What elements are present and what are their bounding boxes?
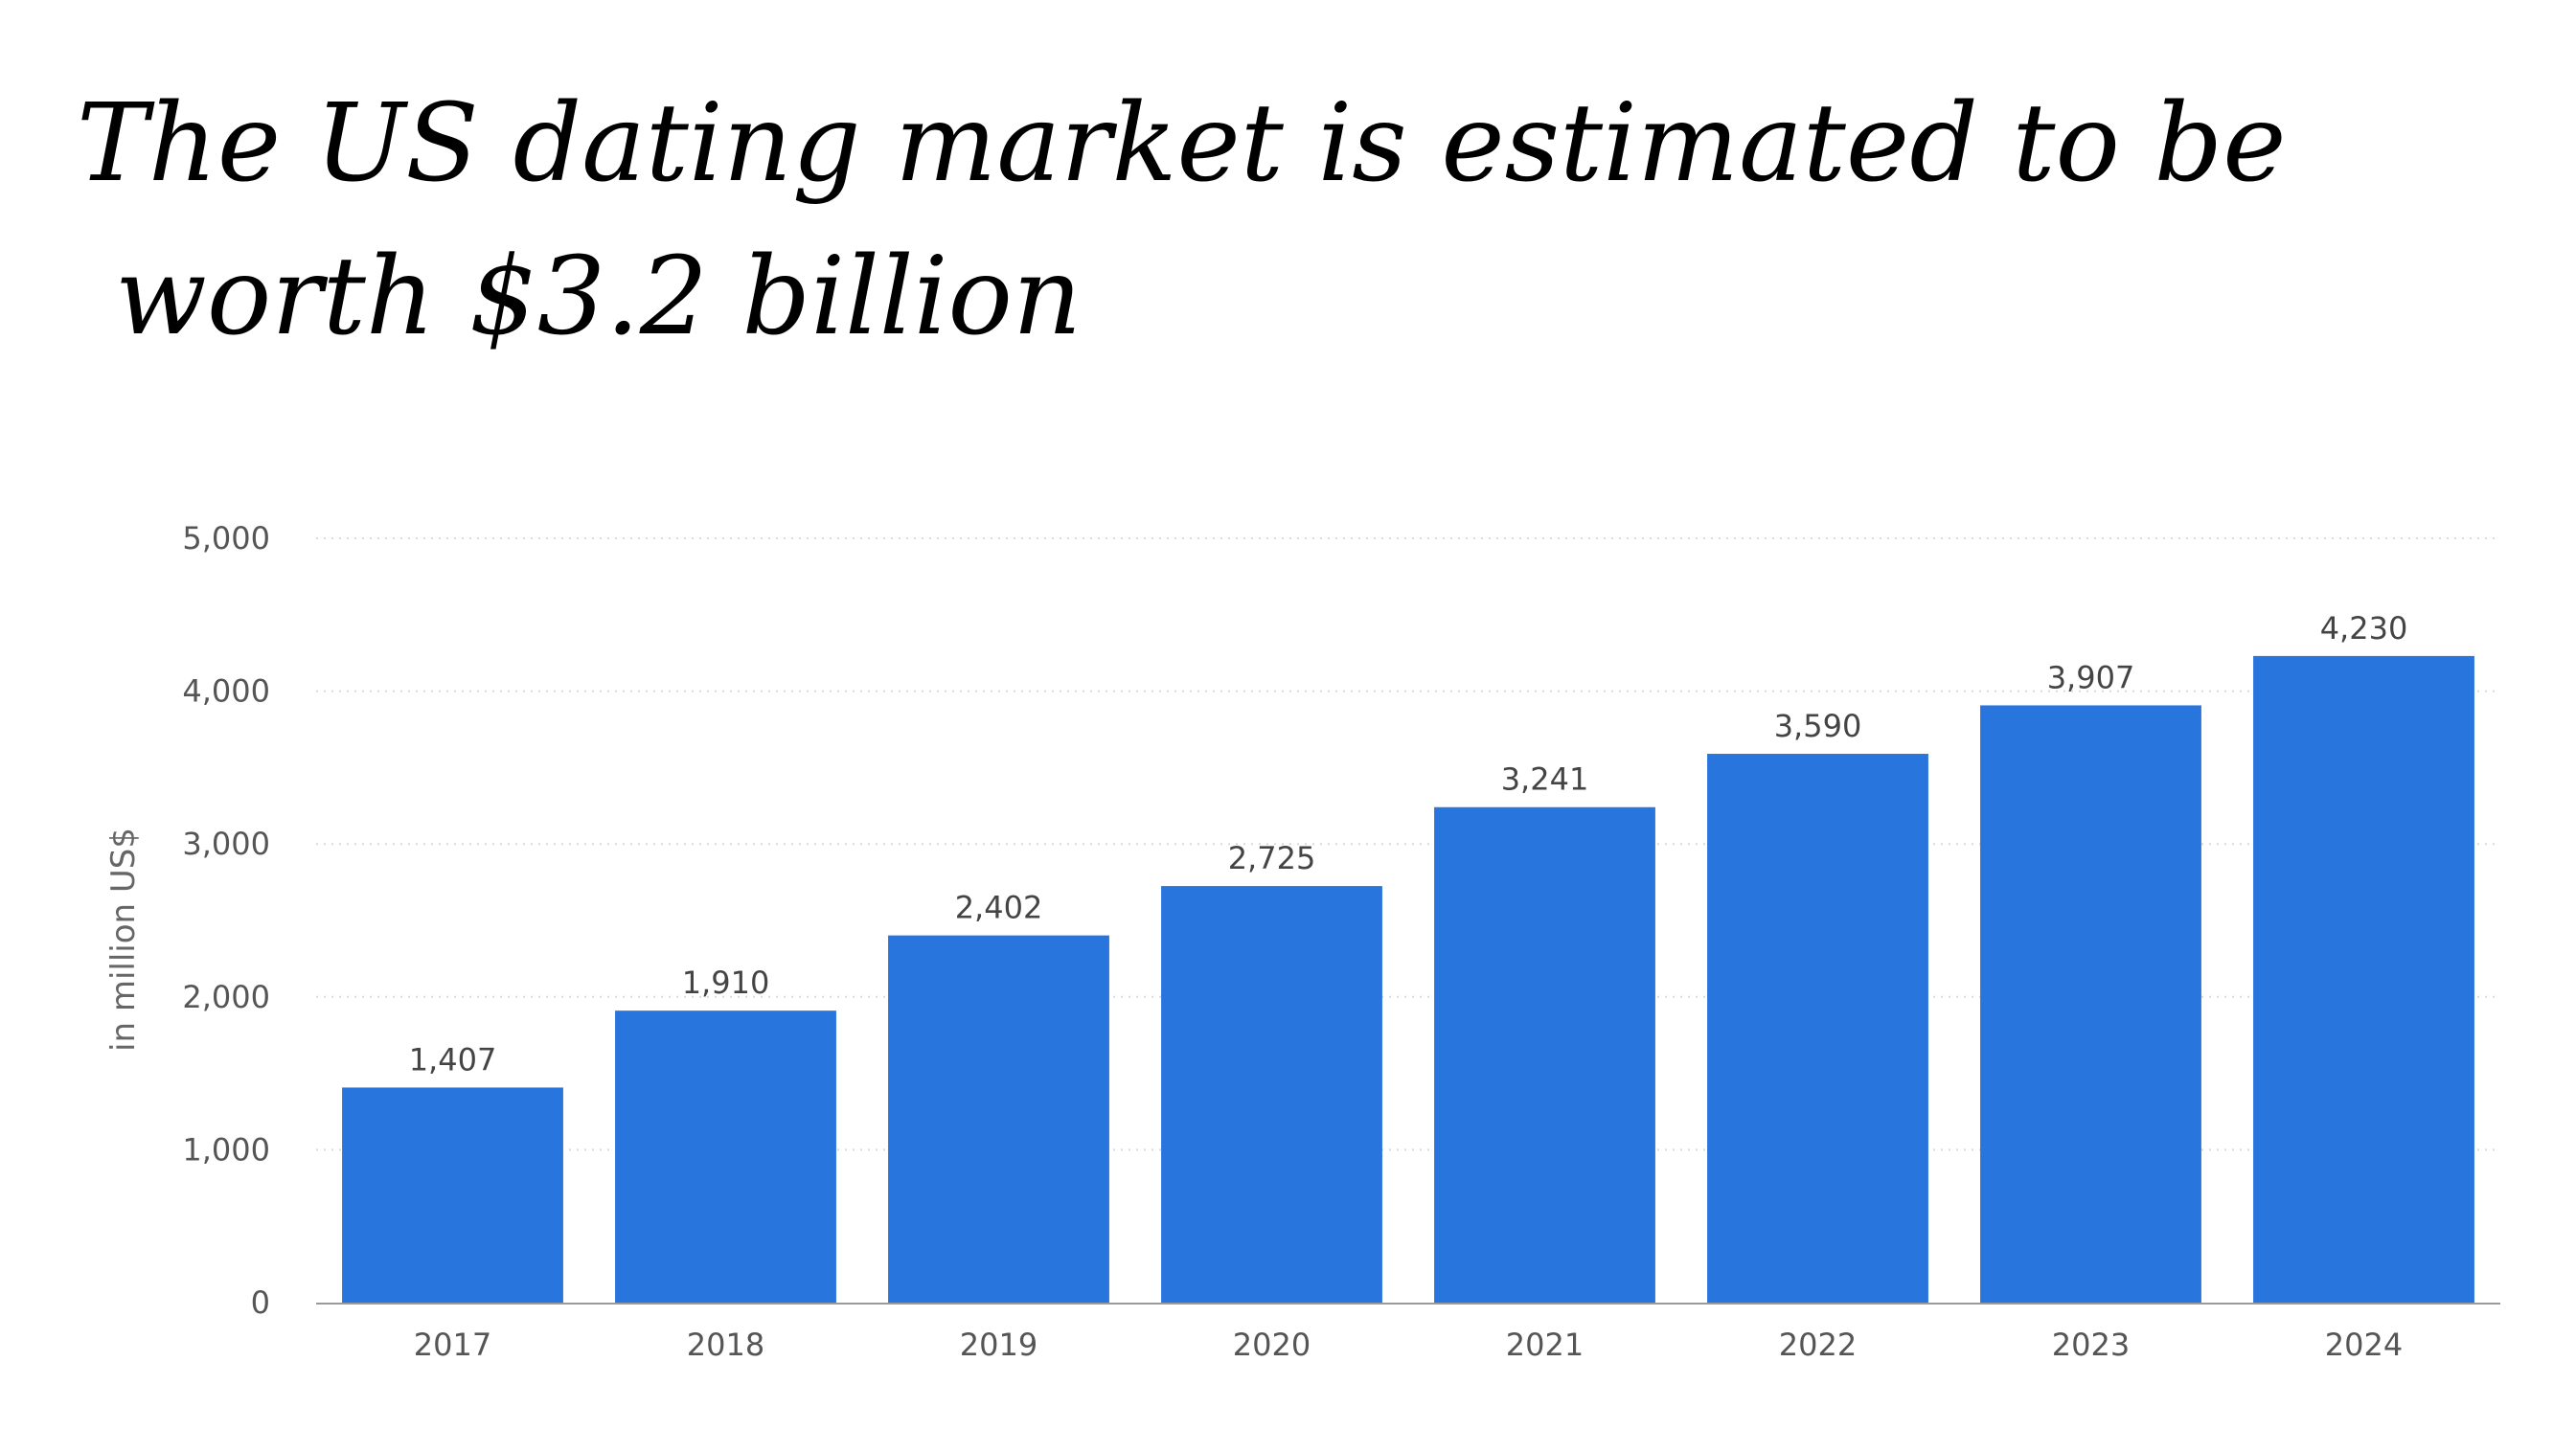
x-tick-label: 2018 xyxy=(687,1327,764,1363)
x-tick-label: 2024 xyxy=(2325,1327,2403,1363)
headline-line-1: The US dating market is estimated to be xyxy=(77,81,2287,206)
y-tick-label: 5,000 xyxy=(182,520,270,556)
bar-2024 xyxy=(2253,655,2474,1303)
data-label: 4,230 xyxy=(2320,610,2408,647)
headline-line-2: worth $3.2 billion xyxy=(115,235,1083,359)
headline: The US dating market is estimated to be … xyxy=(77,67,2287,374)
x-tick-label: 2020 xyxy=(1233,1327,1311,1363)
y-axis-ticks: 0 1,000 2,000 3,000 4,000 5,000 xyxy=(182,520,270,1321)
data-label: 2,725 xyxy=(1228,840,1316,876)
y-tick-label: 1,000 xyxy=(182,1131,270,1168)
bars: 1,407 1,910 2,402 2,725 3,241 3,590 3,907 4,230 xyxy=(342,610,2474,1303)
bar-2017 xyxy=(342,1087,563,1303)
data-label: 3,590 xyxy=(1774,708,1862,744)
data-label: 1,910 xyxy=(682,965,770,1001)
data-label: 3,907 xyxy=(2047,659,2135,695)
x-tick-label: 2022 xyxy=(1779,1327,1857,1363)
data-label: 1,407 xyxy=(409,1041,497,1078)
x-tick-label: 2021 xyxy=(1506,1327,1584,1363)
bar-2020 xyxy=(1161,886,1382,1303)
bar-2023 xyxy=(1980,705,2201,1303)
x-tick-label: 2019 xyxy=(960,1327,1037,1363)
bar-2018 xyxy=(615,1010,836,1303)
bar-2021 xyxy=(1434,806,1655,1303)
data-label: 2,402 xyxy=(955,890,1043,926)
y-tick-label: 3,000 xyxy=(182,826,270,862)
bar-2019 xyxy=(888,935,1109,1303)
y-axis-title: in million US$ xyxy=(104,828,143,1052)
bar-2022 xyxy=(1707,754,1928,1303)
y-tick-label: 2,000 xyxy=(182,979,270,1015)
y-tick-label: 0 xyxy=(251,1284,270,1321)
x-tick-label: 2017 xyxy=(414,1327,491,1363)
x-tick-label: 2023 xyxy=(2052,1327,2130,1363)
x-axis-ticks: 2017 2018 2019 2020 2021 2022 2023 2024 xyxy=(414,1327,2403,1363)
y-tick-label: 4,000 xyxy=(182,673,270,710)
data-label: 3,241 xyxy=(1501,761,1589,798)
